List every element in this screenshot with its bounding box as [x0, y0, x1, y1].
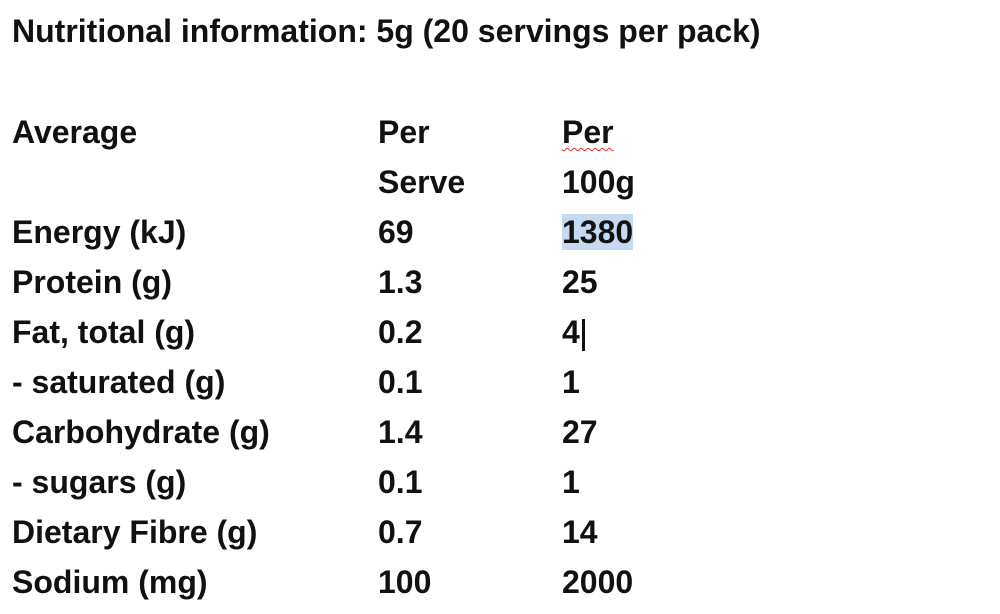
cell-text: 27 — [562, 414, 598, 450]
cell: 0.2 — [378, 307, 422, 357]
cell-text: 100 — [378, 564, 432, 600]
header-cell: Per 100g — [562, 107, 635, 207]
cell-text: 1.4 — [378, 414, 423, 450]
row-label: Sodium (mg) — [12, 557, 208, 607]
cell: 1 — [562, 357, 580, 407]
row-label: - saturated (g) — [12, 357, 225, 407]
cell: 4 — [562, 307, 585, 357]
row-label: Fat, total (g) — [12, 307, 195, 357]
cell-text: 1 — [562, 364, 580, 400]
row-label: Carbohydrate (g) — [12, 407, 270, 457]
cell: 100 — [378, 557, 431, 607]
cell: 0.7 — [378, 507, 422, 557]
cell-text: 1 — [562, 464, 580, 500]
cell-text: Sodium (mg) — [12, 564, 208, 600]
cell-text: 69 — [378, 214, 414, 250]
header-cell: Average — [12, 107, 137, 157]
cell-text: 0.2 — [378, 314, 423, 350]
cell: 14 — [562, 507, 598, 557]
cell: 1380 — [562, 207, 634, 257]
row-label: Protein (g) — [12, 257, 172, 307]
cell-text: Dietary Fibre (g) — [12, 514, 258, 550]
cell-text: 0.1 — [378, 364, 423, 400]
cell-text: - saturated (g) — [12, 364, 226, 400]
text-cursor — [581, 318, 585, 351]
cell-text: 14 — [562, 514, 598, 550]
cell: 2000 — [562, 557, 633, 607]
cell: 1.3 — [378, 257, 422, 307]
cell-text: Protein (g) — [12, 264, 172, 300]
cell-text: Average — [12, 114, 138, 150]
cell-text: 25 — [562, 264, 598, 300]
title: Nutritional information: 5g (20 servings… — [12, 13, 761, 49]
cell-text: Per 100g — [562, 114, 635, 200]
cell: 0.1 — [378, 457, 422, 507]
cell: 1 — [562, 457, 580, 507]
row-label: - sugars (g) — [12, 457, 186, 507]
cell-text: 0.1 — [378, 464, 423, 500]
cell-text: 2000 — [562, 564, 634, 600]
cell-text: 1380 — [562, 214, 634, 250]
cell: 0.1 — [378, 357, 422, 407]
cell-text: Energy (kJ) — [12, 214, 187, 250]
cell-text: Per Serve — [378, 114, 466, 200]
cell: 1.4 — [378, 407, 422, 457]
cell-text: Carbohydrate (g) — [12, 414, 270, 450]
cell-text: Fat, total (g) — [12, 314, 196, 350]
row-label: Energy (kJ) — [12, 207, 186, 257]
cell: 69 — [378, 207, 414, 257]
cell-text: 0.7 — [378, 514, 423, 550]
cell: 27 — [562, 407, 598, 457]
cell-text: 1.3 — [378, 264, 423, 300]
cell: 25 — [562, 257, 598, 307]
cell-text: - sugars (g) — [12, 464, 187, 500]
cell-text: 4 — [562, 314, 580, 350]
row-label: Dietary Fibre (g) — [12, 507, 257, 557]
header-cell: Per Serve — [378, 107, 465, 207]
